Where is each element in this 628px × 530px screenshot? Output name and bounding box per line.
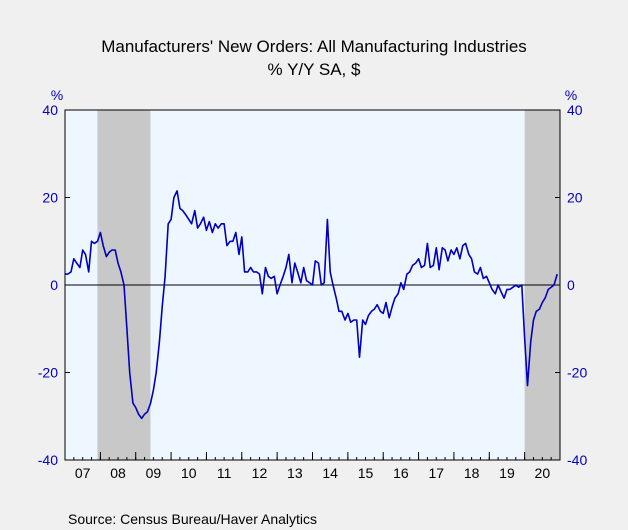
x-tick-label: 13 (287, 465, 303, 481)
x-tick-label: 19 (499, 465, 515, 481)
x-tick-label: 07 (75, 465, 91, 481)
x-tick-label: 18 (464, 465, 480, 481)
y-tick-label-right: 20 (567, 190, 583, 206)
y-tick-label-right: 40 (567, 102, 583, 118)
x-tick-label: 10 (181, 465, 197, 481)
y-tick-label-left: 40 (42, 102, 58, 118)
x-tick-label: 17 (428, 465, 444, 481)
y-axis-unit-right: % (565, 87, 577, 103)
x-axis-ticks: 07 08 09 10 11 12 13 14 15 16 17 18 19 20 (64, 452, 561, 481)
chart-title: Manufacturers' New Orders: All Manufactu… (101, 37, 527, 56)
y-tick-label-right: -20 (567, 365, 587, 381)
x-tick-label: 20 (535, 465, 551, 481)
y-tick-label-left: -40 (38, 452, 58, 468)
x-tick-label: 16 (393, 465, 409, 481)
x-tick-label: 09 (146, 465, 162, 481)
y-tick-label-left: 0 (50, 277, 58, 293)
chart-subtitle: % Y/Y SA, $ (268, 60, 361, 79)
series-line (65, 190, 558, 420)
y-tick-label-left: 20 (42, 190, 58, 206)
x-tick-label: 15 (358, 465, 374, 481)
y-tick-label-right: 0 (567, 277, 575, 293)
y-axis-unit-left: % (51, 87, 63, 103)
x-tick-label: 14 (322, 465, 338, 481)
y-tick-label-right: -40 (567, 452, 587, 468)
x-tick-label: 11 (217, 465, 232, 481)
x-tick-label: 08 (110, 465, 126, 481)
source-note: Source: Census Bureau/Haver Analytics (68, 511, 317, 527)
y-tick-label-left: -20 (38, 365, 58, 381)
y-axis-ticks: 40 40 20 20 0 0 -20 -20 -40 -40 (38, 102, 588, 468)
x-tick-label: 12 (252, 465, 268, 481)
